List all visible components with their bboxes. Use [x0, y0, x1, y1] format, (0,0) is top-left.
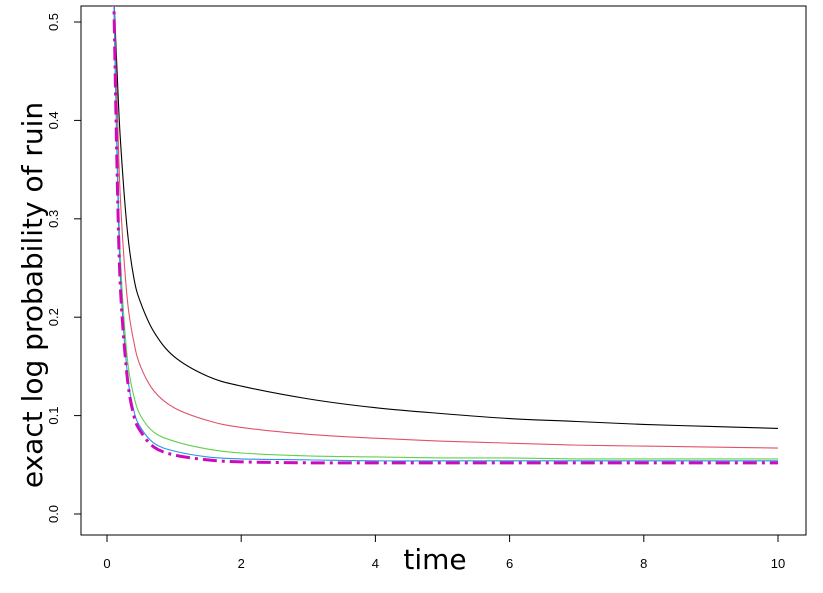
y-tick-label: 0.2	[46, 308, 61, 326]
x-tick-label: 8	[640, 556, 647, 571]
series-line-2	[113, 6, 779, 449]
y-tick-label: 0.0	[46, 505, 61, 523]
y-tick-label: 0.4	[46, 111, 61, 129]
series-line-1	[113, 6, 779, 429]
series-layer	[112, 6, 779, 465]
x-tick-label: 0	[103, 556, 110, 571]
y-axis: 0.0 0.1 0.2 0.3 0.4 0.5	[46, 13, 81, 523]
series-line-3	[113, 6, 778, 460]
y-tick-label: 0.3	[46, 210, 61, 228]
x-tick-label: 10	[771, 556, 785, 571]
series-line-4	[113, 6, 778, 462]
y-axis-title: exact log probability of ruin	[16, 102, 49, 488]
x-axis-title: time	[403, 543, 466, 576]
x-tick-label: 4	[372, 556, 379, 571]
y-tick-label: 0.5	[46, 13, 61, 31]
x-tick-label: 2	[238, 556, 245, 571]
series-line-5	[112, 6, 778, 465]
x-axis: 0 2 4 6 8 10	[103, 535, 785, 571]
x-tick-label: 6	[506, 556, 513, 571]
y-tick-label: 0.1	[46, 407, 61, 425]
plot-frame	[80, 5, 807, 536]
